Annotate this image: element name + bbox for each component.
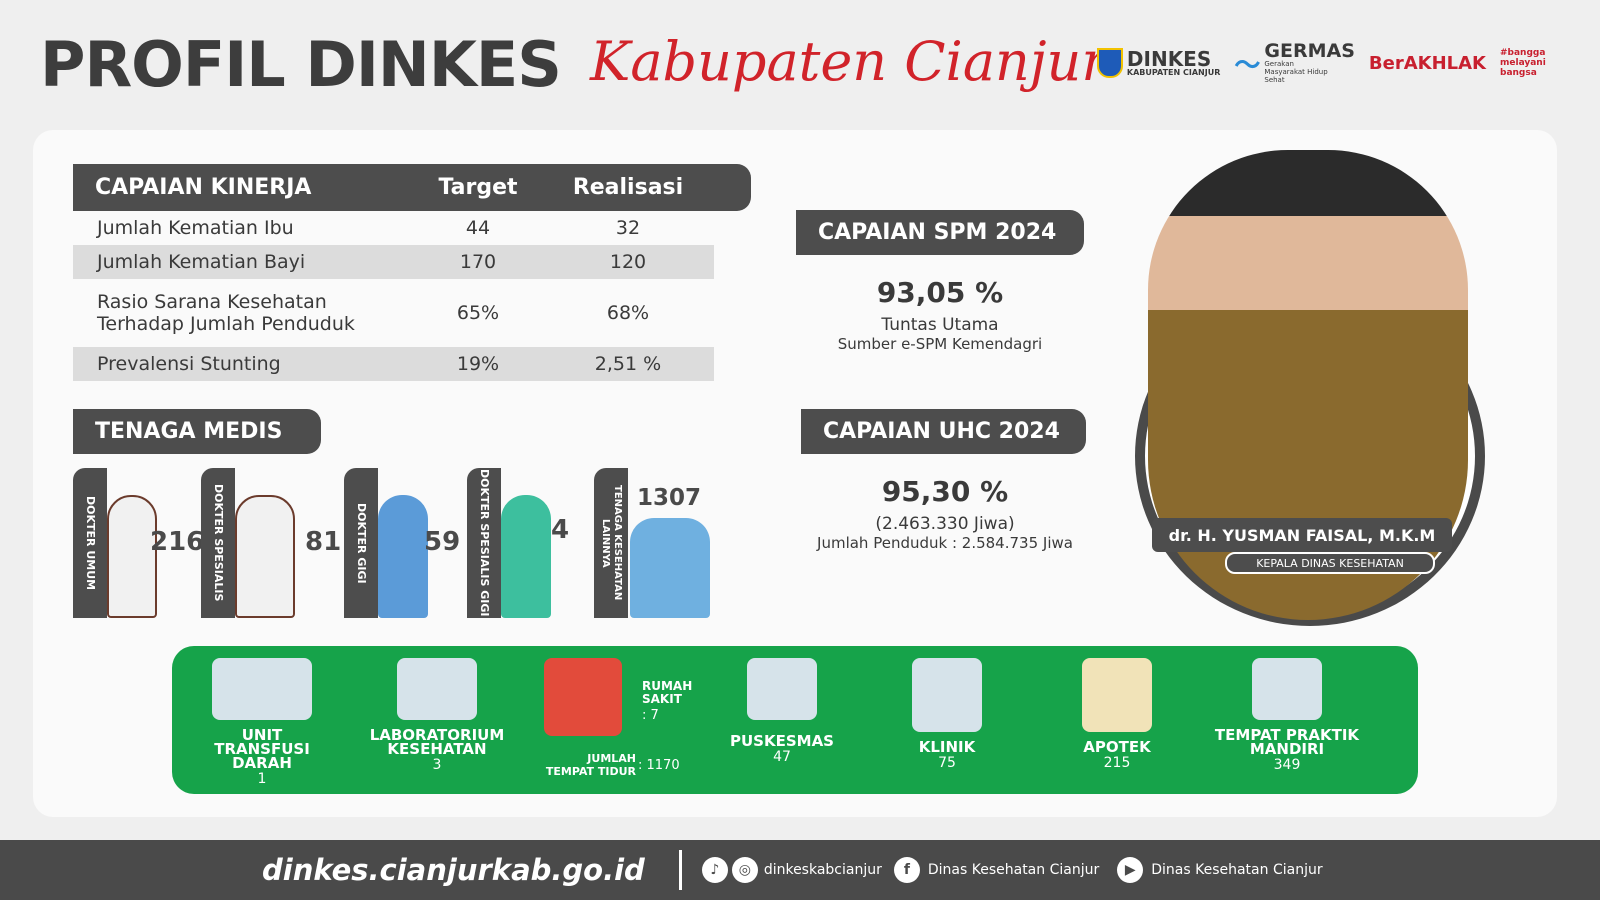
divider bbox=[678, 850, 682, 890]
laboratory-icon bbox=[397, 658, 477, 720]
tenaga-count: 1307 bbox=[637, 485, 702, 511]
youtube-icon[interactable]: ▶ bbox=[1117, 857, 1144, 883]
tenaga-label: DOKTER SPESIALIS bbox=[201, 468, 235, 618]
table-row: Jumlah Kematian Ibu 44 32 bbox=[97, 217, 641, 239]
nurses-illustration bbox=[630, 518, 710, 618]
bed-value: : 1170 bbox=[638, 758, 680, 773]
instagram-icon[interactable]: ◎ bbox=[731, 857, 758, 883]
spm-stat: 93,05 % Tuntas Utama Sumber e-SPM Kemend… bbox=[837, 276, 1043, 353]
page-title: PROFIL DINKES bbox=[40, 28, 562, 101]
puskesmas-icon bbox=[747, 658, 817, 720]
clinic-icon bbox=[912, 658, 982, 732]
social-handle[interactable]: dinkeskabcianjur bbox=[763, 862, 882, 878]
youtube-link[interactable]: Dinas Kesehatan Cianjur bbox=[1151, 862, 1323, 878]
tenaga-medis-title: TENAGA MEDIS bbox=[73, 409, 321, 454]
page-subtitle: Kabupaten Cianjur bbox=[590, 30, 1108, 93]
facebook-icon[interactable]: f bbox=[893, 857, 920, 883]
berakhlak-logo: BerAKHLAK bbox=[1368, 52, 1486, 74]
spm-title: CAPAIAN SPM 2024 bbox=[796, 210, 1084, 255]
tiktok-icon[interactable]: ♪ bbox=[701, 857, 728, 883]
facility-klinik: KLINIK 75 bbox=[892, 658, 1002, 770]
website-link[interactable]: dinkes.cianjurkab.go.id bbox=[262, 853, 645, 887]
col-header: Target bbox=[438, 175, 518, 200]
table-row: Rasio Sarana Kesehatan Terhadap Jumlah P… bbox=[97, 291, 650, 335]
table-row: Prevalensi Stunting 19% 2,51 % bbox=[73, 347, 714, 381]
rs-label: RUMAH SAKIT bbox=[642, 679, 693, 706]
tenaga-label: DOKTER GIGI bbox=[344, 468, 378, 618]
official-position: KEPALA DINAS KESEHATAN bbox=[1225, 552, 1435, 574]
rs-value: : 7 bbox=[642, 708, 659, 723]
bed-label: JUMLAH TEMPAT TIDUR bbox=[545, 752, 636, 778]
facility-apotek: APOTEK 215 bbox=[1062, 658, 1172, 770]
tenaga-count: 81 bbox=[305, 527, 342, 557]
tenaga-label: DOKTER UMUM bbox=[73, 468, 107, 618]
dental-specialist-illustration bbox=[501, 495, 551, 618]
official-name: dr. H. YUSMAN FAISAL, M.K.M bbox=[1152, 518, 1452, 552]
dinkes-logo: DINKES KABUPATEN CIANJUR bbox=[1096, 48, 1220, 78]
tenaga-label: DOKTER SPESIALIS GIGI bbox=[467, 468, 501, 618]
facility-puskesmas: PUSKESMAS 47 bbox=[717, 658, 847, 764]
facebook-link[interactable]: Dinas Kesehatan Cianjur bbox=[927, 862, 1100, 878]
facility-tpm: TEMPAT PRAKTIK MANDIRI 349 bbox=[1212, 658, 1362, 772]
logo-bar: DINKES KABUPATEN CIANJUR 〜 GERMAS Gerakan M… bbox=[1096, 40, 1560, 85]
tenaga-label: TENAGA KESEHATAN LAINNYA bbox=[594, 468, 628, 618]
doctor-illustration bbox=[107, 495, 157, 618]
uhc-stat: 95,30 % (2.463.330 Jiwa) Jumlah Penduduk… bbox=[817, 475, 1073, 552]
hospital-icon bbox=[544, 658, 622, 736]
tenaga-count: 216 bbox=[150, 527, 205, 557]
practice-room-icon bbox=[1252, 658, 1322, 720]
dentist-illustration bbox=[378, 495, 428, 618]
uhc-title: CAPAIAN UHC 2024 bbox=[801, 409, 1086, 454]
table-row: Jumlah Kematian Bayi 170 120 bbox=[73, 245, 714, 279]
specialist-illustration bbox=[235, 495, 295, 618]
transfusion-icon bbox=[212, 658, 312, 720]
pharmacy-icon bbox=[1082, 658, 1152, 732]
tenaga-count: 4 bbox=[551, 515, 570, 545]
facility-lab: LABORATORIUM KESEHATAN 3 bbox=[362, 658, 512, 772]
col-header: CAPAIAN KINERJA bbox=[95, 174, 312, 200]
tenaga-count: 59 bbox=[424, 527, 461, 557]
facility-utd: UNIT TRANSFUSI DARAH 1 bbox=[192, 658, 332, 786]
footer: dinkes.cianjurkab.go.id ♪ ◎ dinkeskabcia… bbox=[0, 840, 1600, 900]
kinerja-table-header: CAPAIAN KINERJA Target Realisasi bbox=[73, 164, 751, 211]
fasilitas-bar: UNIT TRANSFUSI DARAH 1 LABORATORIUM KESEH… bbox=[172, 646, 1418, 794]
col-header: Realisasi bbox=[572, 175, 684, 200]
bangga-melayani-logo: #bangga melayani bangsa bbox=[1500, 48, 1546, 78]
germas-logo: 〜 GERMAS Gerakan Masyarakat Hidup Sehat bbox=[1234, 40, 1355, 85]
